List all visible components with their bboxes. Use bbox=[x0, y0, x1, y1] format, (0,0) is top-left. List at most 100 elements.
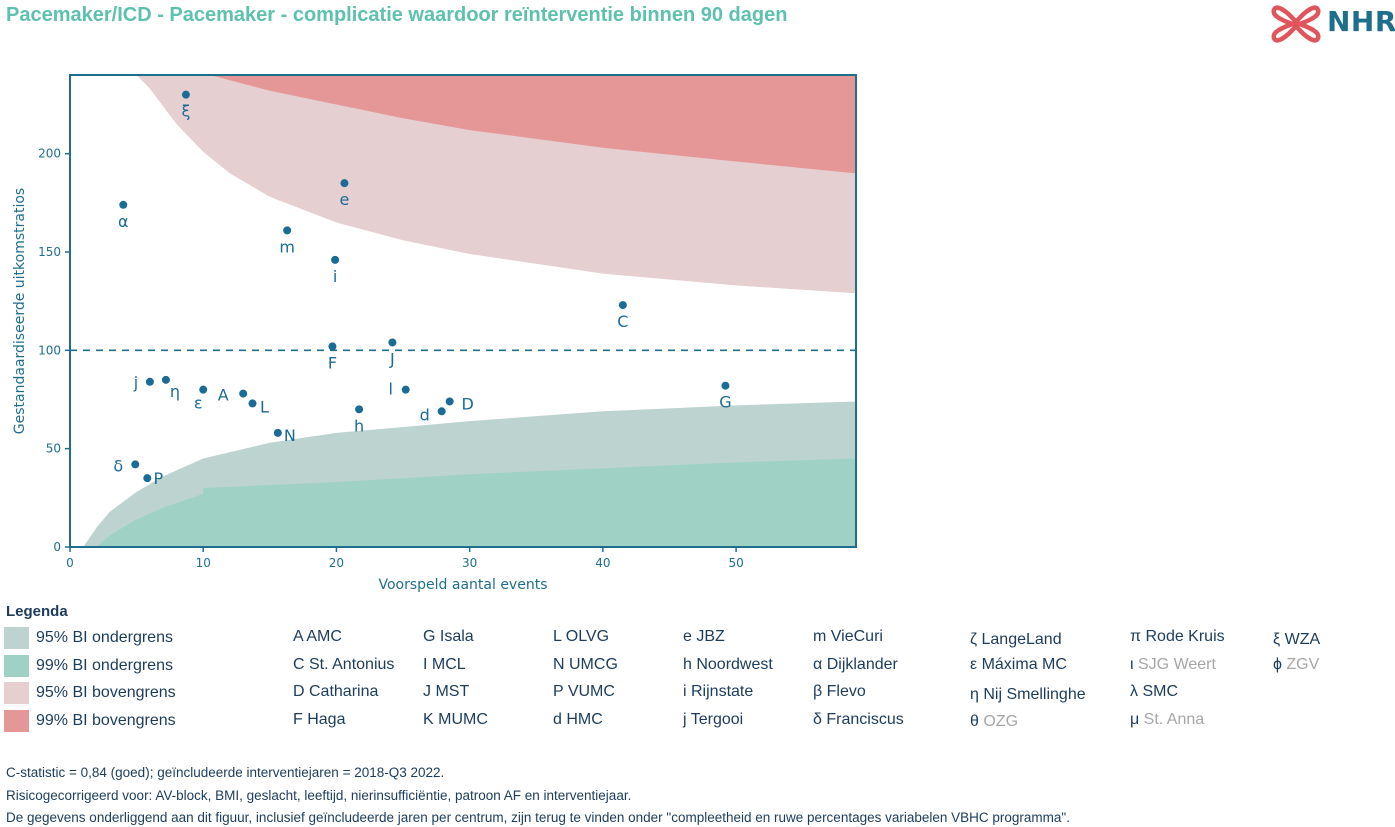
hospital-legend-item: δ Franciscus bbox=[813, 711, 904, 729]
hospital-legend-item: i Rijnstate bbox=[683, 683, 753, 701]
hospital-name: St. Antonius bbox=[309, 656, 395, 673]
hospital-name: Dijklander bbox=[826, 656, 898, 673]
data-point-label: α bbox=[118, 212, 129, 231]
hospital-legend-item: j Tergooi bbox=[683, 711, 743, 729]
hospital-name: HMC bbox=[566, 711, 603, 728]
hospital-name: AMC bbox=[306, 628, 342, 645]
hospital-name: Franciscus bbox=[826, 711, 904, 728]
hospital-code: D bbox=[293, 683, 309, 700]
hospital-legend-item: m VieCuri bbox=[813, 628, 883, 646]
data-point bbox=[388, 338, 397, 347]
data-point-label: i bbox=[333, 267, 337, 286]
legend-title: Legenda bbox=[6, 603, 68, 620]
hospital-legend-item: F Haga bbox=[293, 711, 345, 729]
plot-frame bbox=[69, 74, 857, 548]
hospital-code: η bbox=[970, 686, 984, 703]
hospital-code: L bbox=[553, 628, 566, 645]
data-point bbox=[199, 385, 208, 394]
hospital-legend-item: J MST bbox=[423, 683, 469, 701]
hospital-name: St. Anna bbox=[1143, 711, 1205, 728]
hospital-legend-item: K MUMC bbox=[423, 711, 488, 729]
legend-label: 99% BI bovengrens bbox=[36, 712, 176, 729]
hospital-code: m bbox=[813, 628, 831, 645]
data-point bbox=[401, 385, 410, 394]
scatter-chart: 0 10 20 30 40 50 0 50 100 150 200 ξ α e m i C J Fj ηε A Ll D… bbox=[12, 74, 857, 593]
hospital-legend-item: A AMC bbox=[293, 628, 342, 646]
hospital-name: WZA bbox=[1284, 631, 1321, 648]
hospital-code: K bbox=[423, 711, 439, 728]
nhr-logo: NHR bbox=[1268, 0, 1395, 48]
hospital-legend-item: C St. Antonius bbox=[293, 656, 394, 674]
hospital-code: β bbox=[813, 683, 827, 700]
hospital-name: LangeLand bbox=[981, 631, 1062, 648]
hospital-name: OZG bbox=[983, 713, 1019, 730]
hospital-name: UMCG bbox=[569, 656, 618, 673]
x-tick-label: 20 bbox=[329, 556, 344, 570]
footnote-cstatistic: C-statistic = 0,84 (goed); geïncludeerde… bbox=[6, 765, 445, 780]
data-point bbox=[145, 377, 154, 386]
hospital-legend-item: ζ LangeLand bbox=[970, 631, 1062, 649]
data-point bbox=[445, 397, 454, 406]
hospital-legend-item: G Isala bbox=[423, 628, 474, 646]
chart-title: Pacemaker/ICD - Pacemaker - complicatie … bbox=[6, 4, 788, 26]
hospital-legend-item: ι SJG Weert bbox=[1130, 656, 1216, 674]
legend-label: 95% BI bovengrens bbox=[36, 684, 176, 701]
data-point bbox=[340, 179, 349, 188]
hospital-code: α bbox=[813, 656, 827, 673]
hospital-name: Rijnstate bbox=[691, 683, 754, 700]
x-tick-label: 30 bbox=[462, 556, 477, 570]
footnote-riskadjust: Risicogecorrigeerd voor: AV-block, BMI, … bbox=[6, 788, 632, 803]
footnote-data-source: De gegevens onderliggend aan dit figuur,… bbox=[6, 810, 1070, 825]
hospital-name: MST bbox=[435, 683, 470, 700]
logo-text: NHR bbox=[1327, 5, 1395, 38]
x-tick-label: 0 bbox=[66, 556, 74, 570]
hospital-code: π bbox=[1130, 628, 1146, 645]
data-point-label: N bbox=[284, 426, 296, 445]
x-tick-label: 40 bbox=[595, 556, 610, 570]
hospital-legend-item: P VUMC bbox=[553, 683, 615, 701]
data-point-label: δ bbox=[113, 456, 123, 475]
hospital-name: Isala bbox=[439, 628, 474, 645]
data-point bbox=[437, 407, 446, 416]
hospital-code: e bbox=[683, 628, 697, 645]
legend-label: 95% BI ondergrens bbox=[36, 629, 173, 646]
hospital-code: j bbox=[683, 711, 691, 728]
data-point-label: h bbox=[354, 416, 364, 435]
y-tick-label: 150 bbox=[38, 245, 61, 259]
hospital-legend-item: d HMC bbox=[553, 711, 603, 729]
hospital-code: ξ bbox=[1273, 631, 1285, 648]
hospital-name: Flevo bbox=[826, 683, 866, 700]
y-tick-label: 200 bbox=[38, 147, 61, 161]
data-point-label: D bbox=[462, 394, 474, 413]
ci99-lower-band bbox=[96, 458, 856, 547]
hospital-code: λ bbox=[1130, 683, 1143, 700]
hospital-legend-item: D Catharina bbox=[293, 683, 378, 701]
data-point-label: η bbox=[170, 382, 180, 401]
hospital-code: ϕ bbox=[1273, 656, 1287, 673]
data-point bbox=[119, 200, 128, 209]
hospital-code: ζ bbox=[970, 631, 982, 648]
data-point-label: l bbox=[388, 380, 392, 399]
data-point-label: A bbox=[218, 386, 229, 405]
hospital-legend-item: I MCL bbox=[423, 656, 466, 674]
hospital-code: J bbox=[423, 683, 436, 700]
hospital-code: I bbox=[423, 656, 432, 673]
hospital-name: ZGV bbox=[1286, 656, 1320, 673]
data-point-label: C bbox=[617, 312, 628, 331]
legend-swatch bbox=[4, 627, 29, 649]
hospital-name: VieCuri bbox=[830, 628, 883, 645]
hospital-name: Catharina bbox=[309, 683, 379, 700]
data-point bbox=[143, 474, 152, 483]
legend-swatch bbox=[4, 710, 29, 732]
data-point-label: ε bbox=[194, 394, 203, 413]
hospital-legend-item: ϕ ZGV bbox=[1273, 656, 1319, 674]
hospital-name: Noordwest bbox=[696, 656, 773, 673]
y-axis-label: Gestandaardiseerde uitkomstratios bbox=[12, 188, 28, 434]
data-point-label: P bbox=[153, 469, 163, 488]
hospital-legend-item: η Nij Smellinghe bbox=[970, 686, 1086, 704]
data-point bbox=[161, 375, 170, 384]
data-point bbox=[618, 301, 627, 310]
legend-swatch bbox=[4, 682, 29, 704]
data-point-label: d bbox=[420, 405, 430, 424]
data-point bbox=[331, 255, 340, 264]
